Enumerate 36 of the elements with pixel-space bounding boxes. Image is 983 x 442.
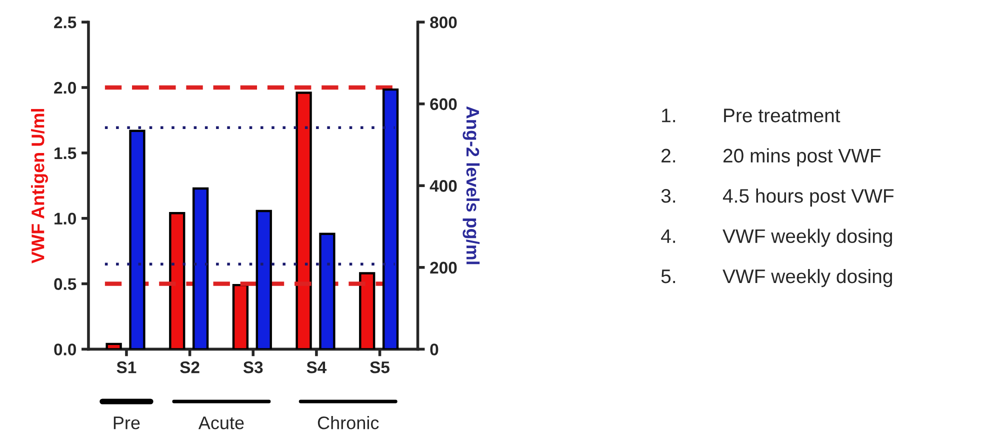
x-tick-label: S1 (116, 361, 136, 374)
y2-tick-label: 800 (430, 16, 457, 28)
text: 2. 20 mins post VWF (662, 148, 881, 166)
text: 3. 4.5 hours post VWF (661, 188, 894, 207)
x-tick-label: S3 (243, 361, 263, 374)
y-tick-label: 2.0 (54, 82, 76, 94)
text: 1. Pre treatment (662, 108, 840, 122)
bar (232, 284, 249, 350)
y-tick-label: 0.0 (54, 344, 76, 356)
text: 5. VWF weekly dosing (661, 268, 892, 288)
y2-tick-label: 400 (430, 180, 457, 192)
bar (192, 187, 209, 350)
bar (296, 92, 312, 350)
bar (256, 210, 272, 350)
bar (169, 212, 186, 350)
y-tick-label: 2.5 (54, 16, 76, 28)
bar (382, 88, 399, 350)
x-tick-label: S4 (306, 361, 327, 374)
y-tick-label: 1.0 (54, 212, 76, 225)
text: Pre (114, 416, 140, 430)
text: Chronic (318, 416, 379, 430)
text: 4. VWF weekly dosing (661, 228, 892, 247)
y2-axis-title: Ang-2 levels pg/ml (462, 106, 480, 264)
y2-tick-label: 200 (430, 262, 457, 274)
y2-tick-label: 600 (430, 98, 457, 110)
x-tick-label: S5 (370, 361, 390, 374)
bar (129, 130, 146, 350)
text: Acute (198, 416, 244, 430)
bar (106, 342, 122, 350)
bar (359, 272, 376, 350)
y-tick-label: 1.5 (54, 148, 76, 160)
y-axis-title: VWF Antigen U/ml (31, 109, 48, 264)
y2-tick-label: 0 (430, 344, 438, 356)
y-tick-label: 0.5 (54, 278, 76, 290)
x-tick-label: S2 (180, 361, 200, 374)
bar (319, 232, 336, 350)
